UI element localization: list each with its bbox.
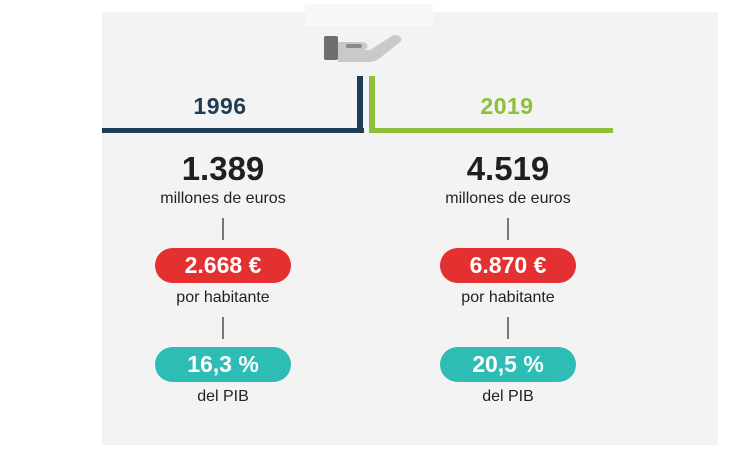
timeline-stem-2019: [369, 76, 375, 133]
total-amount: 1.389: [181, 150, 265, 187]
gdp-label: del PIB: [482, 388, 534, 405]
timeline-line-1996: [102, 128, 364, 133]
column-1996: 1.389 millones de euros 2.668 € por habi…: [103, 150, 343, 408]
gdp-share-badge: 16,3 %: [155, 347, 291, 382]
year-label-1996: 1996: [193, 93, 247, 119]
separator: [507, 218, 509, 240]
separator: [222, 317, 224, 339]
per-capita-badge: 6.870 €: [440, 248, 576, 283]
timeline-stem-1996: [357, 76, 363, 133]
per-capita-badge: 2.668 €: [155, 248, 291, 283]
timeline-line-2019: [369, 128, 613, 133]
per-capita-label: por habitante: [176, 289, 270, 306]
amount-unit-label: millones de euros: [445, 190, 571, 207]
total-amount: 4.519: [466, 150, 550, 187]
gdp-label: del PIB: [197, 388, 249, 405]
column-2019: 4.519 millones de euros 6.870 € por habi…: [388, 150, 628, 408]
amount-unit-label: millones de euros: [160, 190, 286, 207]
hand-giving-money-icon: [324, 35, 402, 62]
separator: [222, 218, 224, 240]
gdp-share-badge: 20,5 %: [440, 347, 576, 382]
separator: [507, 317, 509, 339]
per-capita-label: por habitante: [461, 289, 555, 306]
year-label-2019: 2019: [480, 93, 534, 119]
icon-backdrop: [305, 4, 433, 26]
